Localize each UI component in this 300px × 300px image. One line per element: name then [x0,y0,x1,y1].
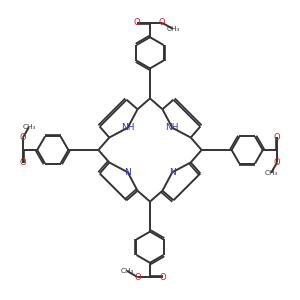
Text: O: O [274,158,281,167]
Text: CH₃: CH₃ [22,124,36,130]
Text: O: O [274,133,281,142]
Text: N: N [169,168,175,177]
Text: N: N [124,168,131,177]
Text: CH₃: CH₃ [166,26,179,32]
Text: O: O [134,18,140,27]
Text: NH: NH [121,123,134,132]
Text: O: O [134,273,141,282]
Text: NH: NH [166,123,179,132]
Text: O: O [20,133,26,142]
Text: O: O [160,273,166,282]
Text: CH₃: CH₃ [264,170,278,176]
Text: CH₃: CH₃ [121,268,134,274]
Text: O: O [159,18,166,27]
Text: O: O [20,158,26,167]
